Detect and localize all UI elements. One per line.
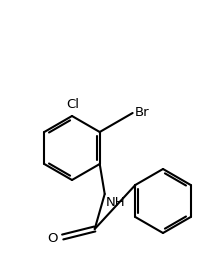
Text: Cl: Cl — [67, 98, 79, 111]
Text: NH: NH — [106, 196, 125, 209]
Text: Br: Br — [135, 106, 149, 119]
Text: O: O — [47, 231, 58, 245]
